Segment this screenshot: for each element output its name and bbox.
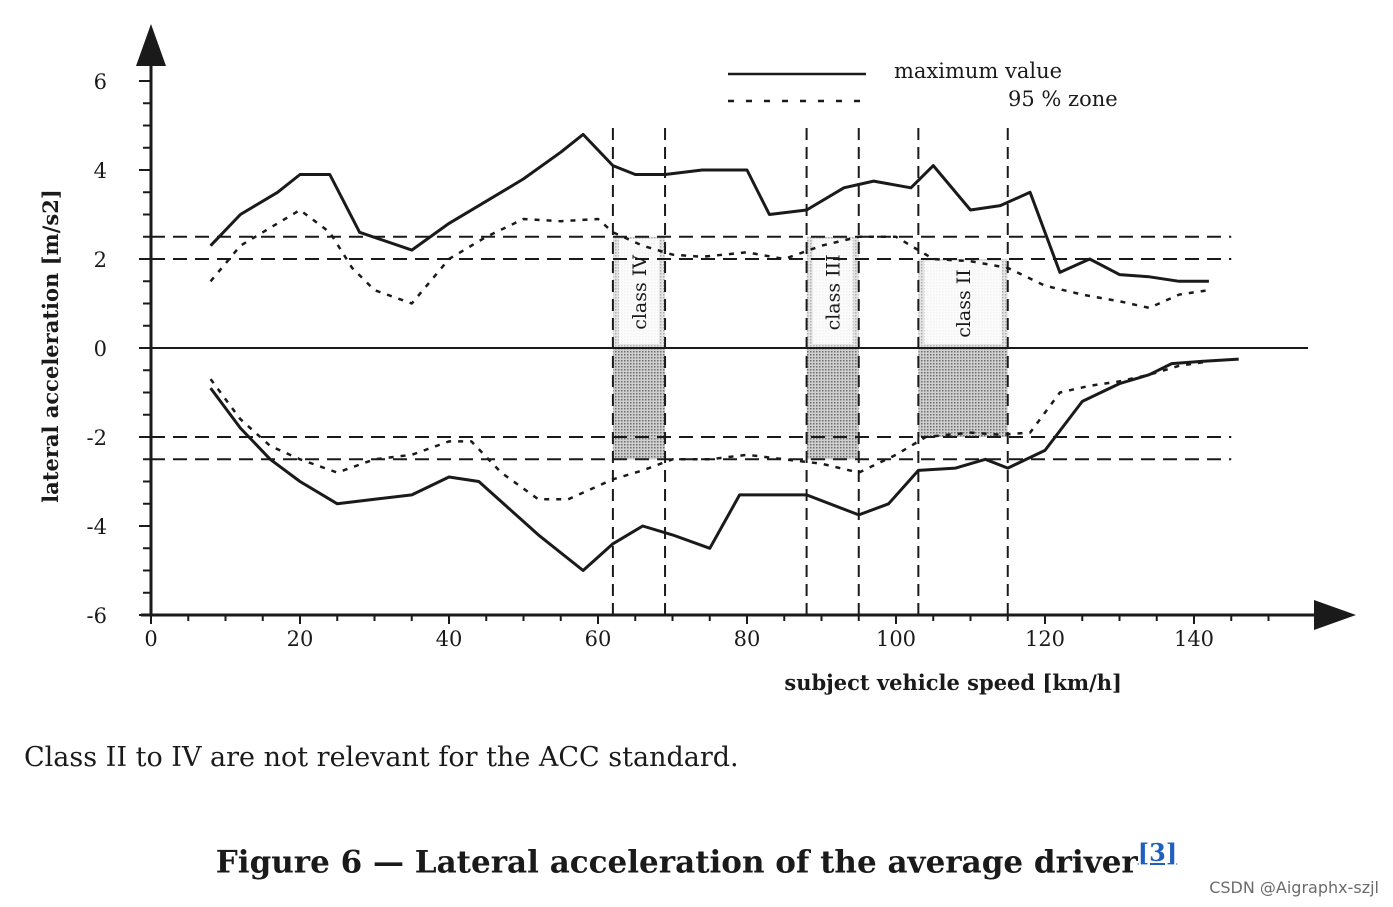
x-tick-label: 60 [585, 627, 612, 651]
class-label-0: class IV [629, 255, 651, 330]
x-tick-label: 120 [1025, 627, 1065, 651]
class-region-lower-2 [918, 348, 1007, 437]
y-tick-label: 4 [94, 159, 107, 183]
y-tick-label: 2 [94, 248, 107, 272]
x-tick-label: 0 [144, 627, 157, 651]
y-tick-label: -6 [87, 604, 107, 628]
x-tick-label: 100 [876, 627, 916, 651]
y-tick-label: -2 [87, 426, 107, 450]
class-region-lower-1 [807, 348, 859, 459]
watermark: CSDN @Aigraphx-szjl [1209, 878, 1379, 897]
class-label-2: class II [953, 269, 975, 338]
x-axis-label: subject vehicle speed [km/h] [784, 670, 1122, 695]
y-axis-label: lateral acceleration [m/s2] [38, 189, 63, 503]
lateral-acceleration-chart: -6-4-20246020406080100120140 class IVcla… [0, 0, 1393, 720]
x-tick-label: 40 [436, 627, 463, 651]
caption-reference-link[interactable]: [3] [1138, 838, 1177, 867]
figure-note: Class II to IV are not relevant for the … [24, 742, 739, 773]
x-tick-label: 80 [734, 627, 761, 651]
reference-lines [151, 237, 1308, 460]
legend: maximum value 95 % zone [728, 59, 1118, 111]
caption-text: Figure 6 — Lateral acceleration of the a… [216, 844, 1138, 880]
series-lines [211, 134, 1239, 570]
series-line-2 [211, 359, 1239, 570]
class-region-lower-0 [613, 348, 665, 459]
y-tick-label: 6 [94, 70, 107, 94]
x-tick-label: 140 [1174, 627, 1214, 651]
y-tick-label: -4 [87, 515, 107, 539]
legend-entry-zone: 95 % zone [1008, 87, 1118, 111]
axes [139, 30, 1350, 624]
class-label-1: class III [823, 254, 845, 330]
y-tick-label: 0 [94, 337, 107, 361]
x-tick-label: 20 [287, 627, 314, 651]
legend-entry-maximum: maximum value [894, 59, 1062, 83]
figure-caption: Figure 6 — Lateral acceleration of the a… [0, 838, 1393, 880]
